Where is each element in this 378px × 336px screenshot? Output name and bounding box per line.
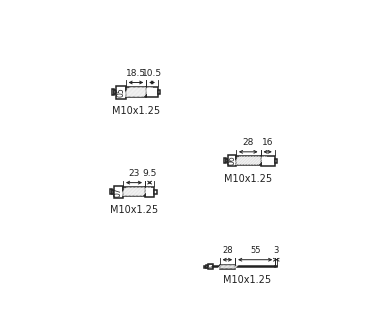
- Text: 16: 16: [262, 138, 273, 147]
- Text: M10x1.25: M10x1.25: [110, 205, 158, 215]
- Text: 18.5: 18.5: [126, 69, 146, 78]
- Bar: [206, 265, 208, 268]
- Text: 28: 28: [243, 138, 254, 147]
- Text: 28: 28: [222, 246, 233, 255]
- Bar: [158, 90, 161, 94]
- Bar: [228, 155, 236, 166]
- Bar: [260, 156, 275, 166]
- Bar: [146, 87, 158, 97]
- Bar: [123, 187, 145, 196]
- Bar: [110, 189, 112, 194]
- Bar: [213, 266, 220, 267]
- Bar: [125, 87, 146, 97]
- Bar: [114, 186, 123, 198]
- Bar: [125, 87, 146, 97]
- Bar: [236, 156, 260, 165]
- Bar: [154, 190, 156, 194]
- Bar: [112, 89, 114, 95]
- Bar: [220, 265, 235, 268]
- Text: 06: 06: [227, 156, 236, 166]
- Bar: [114, 90, 116, 94]
- Bar: [123, 187, 145, 196]
- Bar: [220, 265, 235, 268]
- Text: M10x1.25: M10x1.25: [223, 276, 271, 286]
- Text: M10x1.25: M10x1.25: [224, 174, 272, 184]
- Text: 05: 05: [116, 87, 125, 97]
- Bar: [204, 266, 206, 268]
- Bar: [112, 190, 114, 194]
- Bar: [116, 86, 125, 98]
- Bar: [275, 266, 277, 267]
- Text: 07: 07: [114, 187, 123, 197]
- Bar: [208, 264, 213, 269]
- Text: M10x1.25: M10x1.25: [112, 106, 160, 116]
- Text: G: G: [208, 264, 213, 269]
- Bar: [226, 159, 228, 162]
- Text: 9.5: 9.5: [143, 169, 157, 178]
- Bar: [236, 156, 260, 165]
- Text: 10.5: 10.5: [142, 69, 162, 78]
- Bar: [235, 266, 275, 267]
- Bar: [275, 159, 277, 163]
- Bar: [145, 187, 154, 197]
- Text: 23: 23: [128, 169, 140, 178]
- Text: 3: 3: [274, 246, 279, 255]
- Bar: [224, 158, 226, 163]
- Text: 55: 55: [250, 246, 260, 255]
